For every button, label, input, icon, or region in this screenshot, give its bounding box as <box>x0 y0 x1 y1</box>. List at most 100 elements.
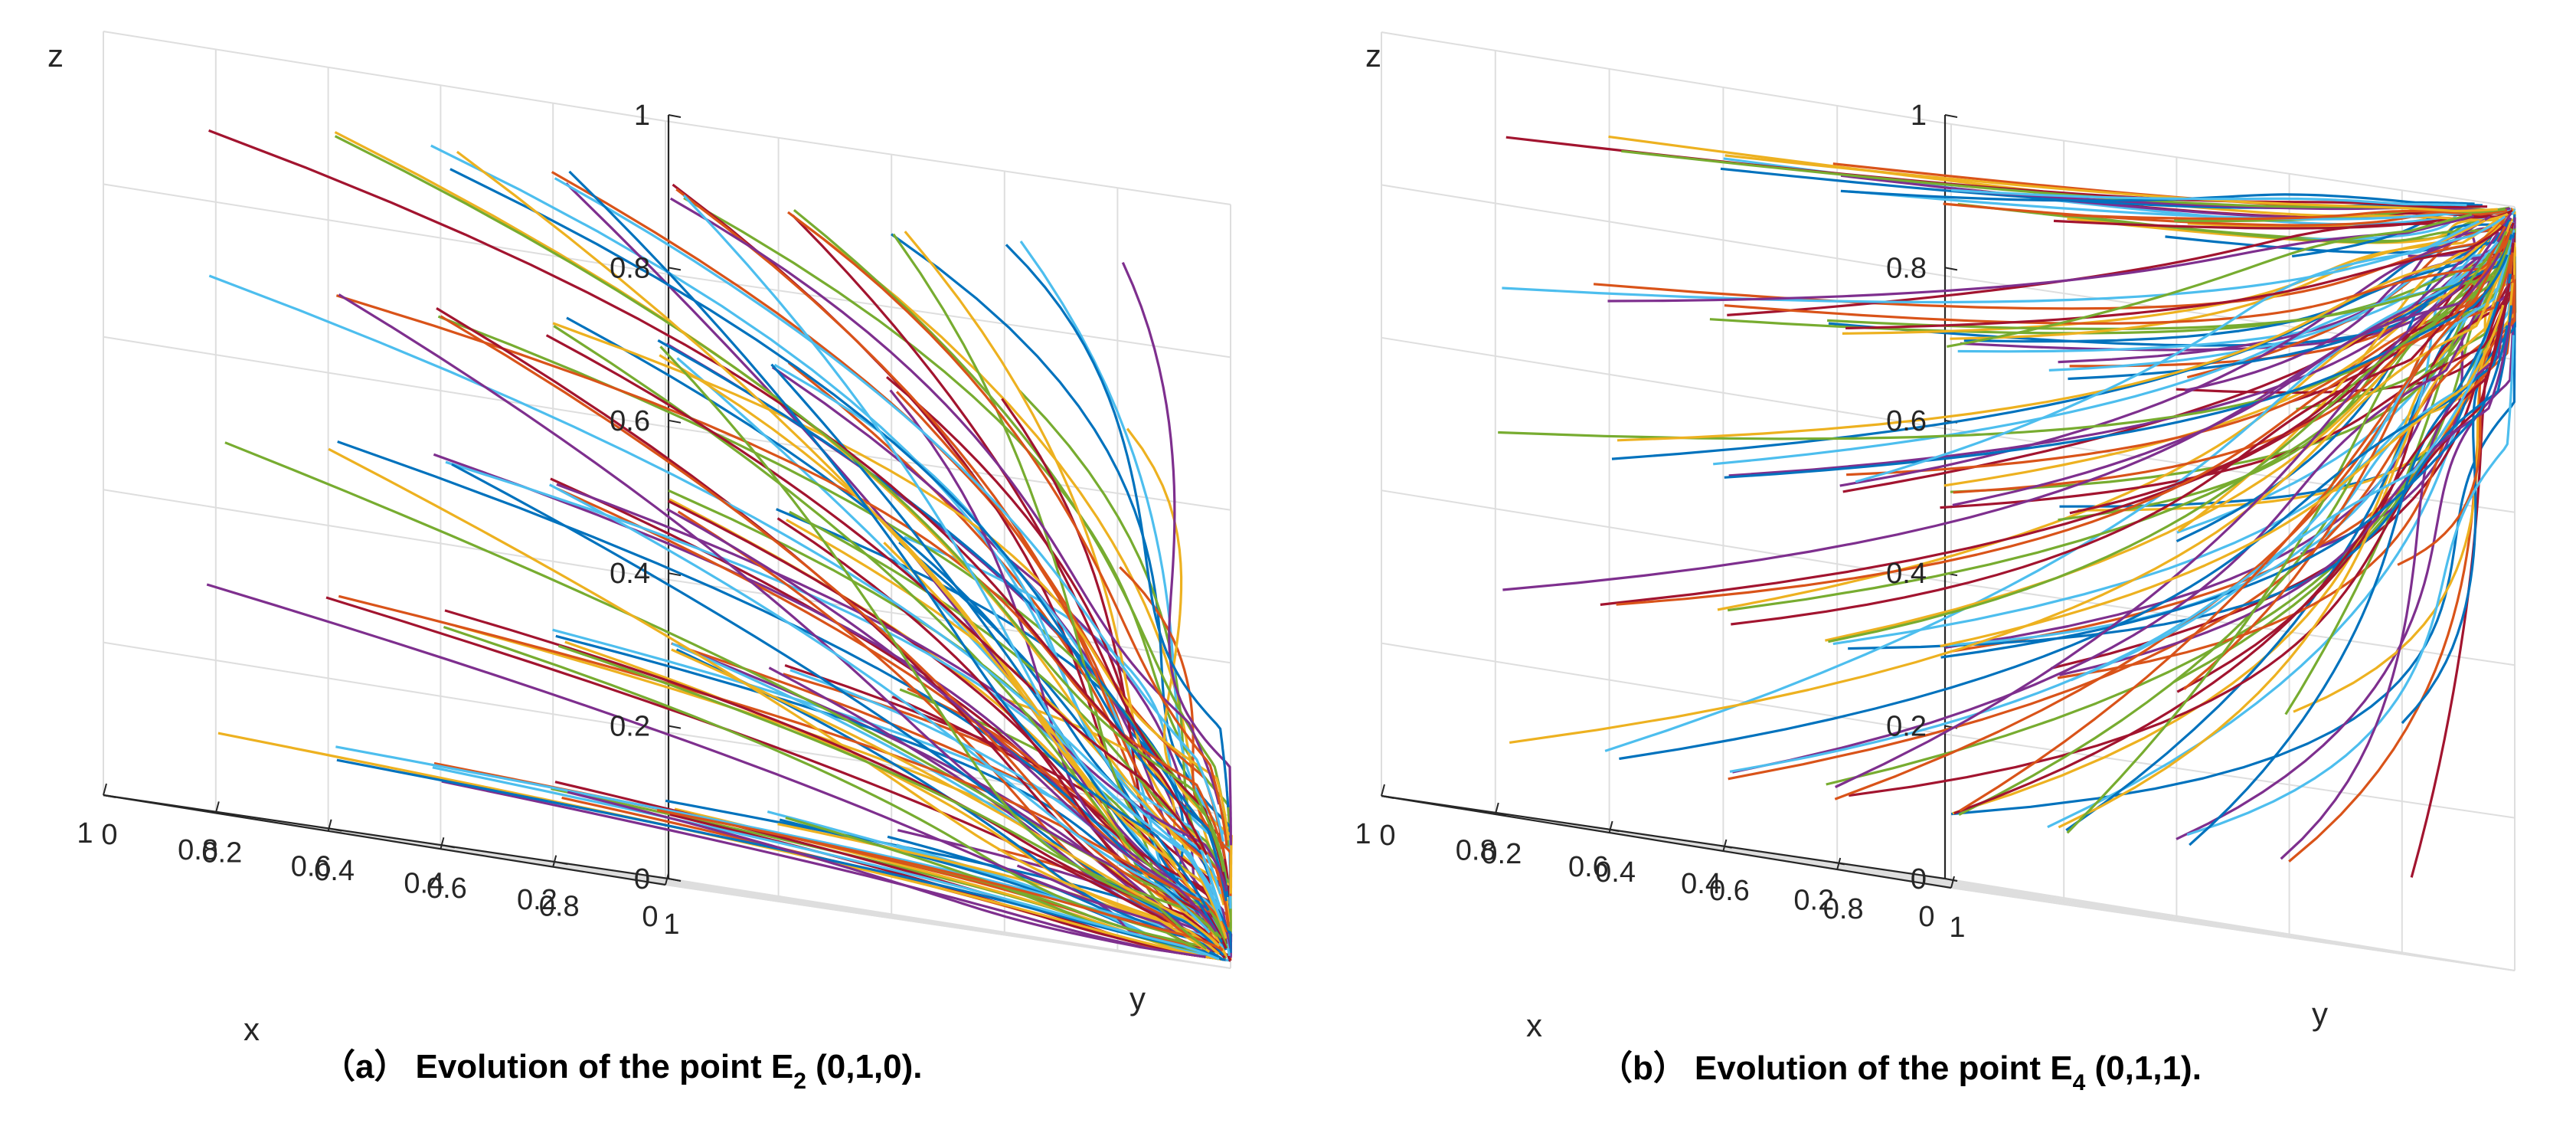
panel-b-y-axis-title: y <box>2312 996 2328 1032</box>
z-tick-mark <box>668 725 682 729</box>
gridline <box>665 120 1231 205</box>
trajectory-line <box>1121 261 1233 846</box>
x-tick-mark <box>668 878 682 882</box>
panel-b-gridlines <box>1381 31 2516 971</box>
z-tick-mark <box>668 114 682 118</box>
trajectory-line <box>328 447 1211 953</box>
trajectory-line <box>556 483 1228 892</box>
trajectory-line <box>1828 252 2491 643</box>
y-tick-mark <box>327 819 332 832</box>
trajectory-line <box>567 791 1206 958</box>
z-tick-label: 0.6 <box>610 405 650 437</box>
y-tick-label: 1 <box>663 909 679 941</box>
trajectory-line <box>1724 154 2499 213</box>
z-tick-label: 1 <box>634 100 650 132</box>
x-tick-label: 0.8 <box>178 834 218 866</box>
x-tick-mark <box>1719 844 1732 849</box>
trajectory-line <box>1840 189 2475 205</box>
trajectory-line <box>1845 224 2505 329</box>
x-tick-mark <box>555 861 568 866</box>
z-tick-mark <box>1944 114 1958 118</box>
z-tick-label: 0.8 <box>610 252 650 284</box>
x-tick-mark <box>1494 811 1507 816</box>
trajectory-line <box>557 644 1222 939</box>
panel-b-axes <box>1381 114 1958 889</box>
panel-a-x-axis-line <box>103 794 669 880</box>
trajectory-line <box>1498 239 2512 440</box>
trajectory-line <box>1502 246 2476 591</box>
gridline <box>1381 336 1952 431</box>
y-tick-mark <box>1836 857 1842 870</box>
panel-a-caption-prefix: （a） <box>322 1048 407 1085</box>
trajectory-line <box>1729 365 2480 773</box>
trajectory-line <box>432 766 1220 961</box>
gridline <box>1381 31 1952 125</box>
z-tick-label: 0.2 <box>610 711 650 743</box>
y-tick-label: 0.8 <box>1823 893 1864 925</box>
y-tick-label: 1 <box>1949 912 1965 944</box>
panel-b-caption-prefix: （b） <box>1599 1049 1687 1087</box>
z-tick-label: 1 <box>1911 100 1927 132</box>
y-tick-label: 0.6 <box>1709 875 1750 907</box>
z-tick-mark <box>668 267 682 271</box>
x-tick-label: 1 <box>77 817 93 850</box>
trajectory-line <box>1505 136 2488 209</box>
trajectory-line <box>1835 231 2500 788</box>
panel-b-z-axis-title: z <box>1365 38 1381 74</box>
gridline <box>1950 887 2516 971</box>
z-tick-label: 0 <box>634 863 650 895</box>
x-tick-label: 0.2 <box>1793 884 1834 916</box>
x-tick-label: 1 <box>1355 818 1371 850</box>
y-tick-label: 0 <box>1379 820 1395 852</box>
panel-a-caption-main: Evolution of the point E <box>415 1048 793 1085</box>
x-tick-label: 0 <box>642 901 658 933</box>
trajectory-line <box>1953 283 2511 815</box>
trajectory-line <box>1947 213 2473 348</box>
y-tick-label: 0.2 <box>1481 838 1522 870</box>
trajectory-line <box>2058 322 2511 676</box>
panel-b-x-axis-title: x <box>1526 1007 1542 1043</box>
panel-b-caption-subscript: 4 <box>2073 1070 2086 1095</box>
trajectory-line <box>208 129 1208 856</box>
trajectory-line <box>444 609 1220 945</box>
y-tick-label: 0.4 <box>1595 856 1636 889</box>
x-tick-mark <box>103 794 116 798</box>
z-tick-label: 0.6 <box>1886 405 1927 437</box>
trajectory-line <box>2186 335 2515 837</box>
trajectory-line <box>1732 280 2492 774</box>
z-tick-mark <box>1944 267 1958 271</box>
trajectory-line <box>1950 219 2486 340</box>
panel-a-x-axis-title: x <box>244 1011 260 1047</box>
y-tick-mark <box>552 855 557 867</box>
trajectory-line <box>1126 427 1233 894</box>
x-tick-mark <box>442 844 455 849</box>
panel-a-y-axis-title: y <box>1129 981 1146 1017</box>
y-tick-mark <box>440 837 445 850</box>
panel-b-x-axis-line <box>1381 794 1946 880</box>
x-tick-label: 0 <box>1918 901 1934 933</box>
trajectory-line <box>682 195 1223 922</box>
y-tick-label: 0 <box>101 819 117 851</box>
x-tick-mark <box>329 827 342 832</box>
z-tick-label: 0.4 <box>1886 558 1927 590</box>
trajectory-line <box>1724 254 2509 479</box>
gridline <box>1381 642 1952 736</box>
gridline <box>103 641 666 733</box>
gridline <box>1381 184 1952 278</box>
panel-a-gridlines <box>103 31 1231 969</box>
x-tick-label: 0.2 <box>517 884 557 916</box>
panel-b-y-axis-line <box>1381 794 1952 889</box>
y-tick-mark <box>665 873 669 886</box>
y-tick-label: 0.8 <box>539 891 580 923</box>
gridline <box>1381 489 1952 584</box>
gridline <box>553 866 1119 951</box>
z-tick-mark <box>668 419 682 424</box>
gridline <box>1837 869 2401 953</box>
trajectory-line <box>553 325 1228 949</box>
trajectory-line <box>568 170 1210 912</box>
panel-a-y-axis-line <box>103 794 666 886</box>
y-tick-mark <box>1950 876 1955 889</box>
